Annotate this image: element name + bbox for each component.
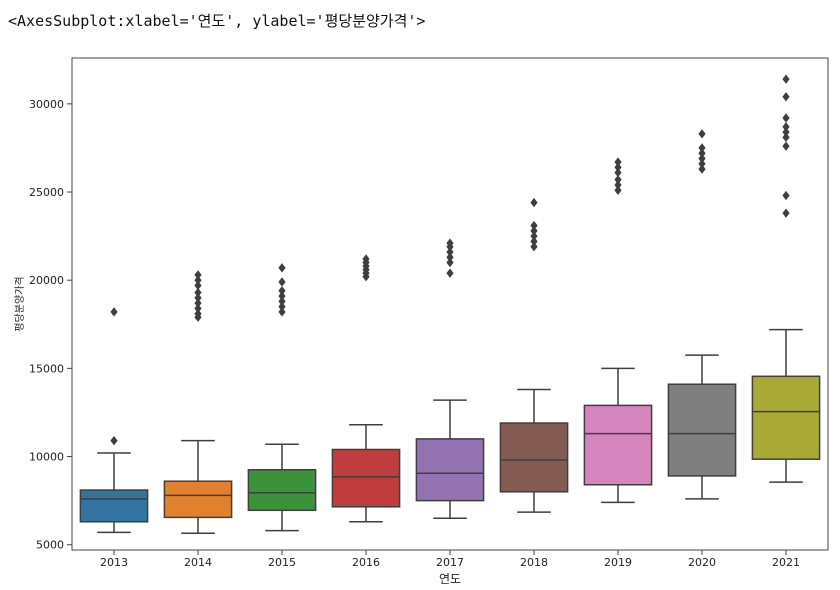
outlier-point <box>194 303 202 314</box>
x-tick-label: 2018 <box>520 556 548 569</box>
outlier-point <box>614 174 622 185</box>
box-iqr <box>415 438 485 502</box>
y-axis-label: 평당분양가격 <box>13 276 26 331</box>
x-tick-label: 2021 <box>772 556 800 569</box>
outlier-point <box>446 247 454 257</box>
box-group-2017 <box>415 238 485 520</box>
outlier-point <box>278 277 286 287</box>
outlier-point <box>782 208 790 218</box>
outlier-point <box>614 157 622 167</box>
outlier-point <box>110 307 118 317</box>
box-group-2016 <box>331 254 401 523</box>
x-tick-label: 2016 <box>352 556 380 569</box>
x-tick-label: 2013 <box>100 556 128 569</box>
box-series <box>79 74 821 534</box>
outlier-point <box>194 270 202 280</box>
outlier-point <box>194 293 202 303</box>
outlier-point <box>698 159 706 169</box>
outlier-point <box>278 291 286 301</box>
outlier-point <box>698 143 706 153</box>
outlier-point <box>530 231 538 241</box>
outlier-point <box>782 92 790 102</box>
outlier-point <box>782 127 790 137</box>
box-iqr <box>667 383 737 477</box>
box-group-2021 <box>751 74 821 483</box>
outlier-point <box>614 167 622 178</box>
outlier-point <box>278 263 286 273</box>
outlier-point <box>278 301 286 312</box>
y-axis: 5000 10000 15000 20000 25000 30000 <box>29 98 72 552</box>
y-tick-label: 15000 <box>29 362 64 375</box>
outlier-point <box>698 129 706 139</box>
outlier-point <box>782 190 790 201</box>
outlier-point <box>194 280 202 291</box>
box-group-2013 <box>79 307 149 534</box>
output-repr-text: <AxesSubplot:xlabel='연도', ylabel='평당분양가격… <box>8 12 426 30</box>
box-iqr <box>499 422 569 493</box>
x-axis-label: 연도 <box>439 572 461 586</box>
outlier-point <box>782 141 790 151</box>
outlier-point <box>782 113 790 123</box>
outlier-point <box>614 185 622 195</box>
y-tick-label: 10000 <box>29 451 64 464</box>
box-iqr <box>331 448 401 508</box>
outlier-point <box>278 286 286 296</box>
outlier-point <box>362 254 370 264</box>
outlier-point <box>278 307 286 317</box>
x-tick-label: 2014 <box>184 556 212 569</box>
box-iqr <box>247 469 317 512</box>
outlier-point <box>782 74 790 84</box>
x-tick-label: 2015 <box>268 556 296 569</box>
outlier-point <box>614 162 622 173</box>
box-group-2018 <box>499 197 569 513</box>
x-axis: 2013 2014 2015 2016 2017 2018 2019 2020 2021 <box>100 550 800 569</box>
outlier-point <box>110 435 118 446</box>
box-group-2019 <box>583 157 653 504</box>
outlier-point <box>530 236 538 247</box>
outlier-point <box>194 298 202 308</box>
outlier-point <box>446 252 454 262</box>
x-tick-label: 2020 <box>688 556 716 569</box>
y-tick-label: 25000 <box>29 186 64 199</box>
outlier-point <box>530 242 538 252</box>
outlier-point <box>446 257 454 268</box>
outlier-point <box>530 226 538 236</box>
box-group-2020 <box>667 129 737 500</box>
outlier-point <box>530 220 538 231</box>
box-iqr <box>79 489 149 523</box>
outlier-point <box>194 309 202 319</box>
y-tick-label: 5000 <box>36 539 64 552</box>
outlier-point <box>194 275 202 285</box>
outlier-point <box>698 148 706 158</box>
box-iqr <box>583 404 653 486</box>
y-tick-label: 30000 <box>29 98 64 111</box>
outlier-point <box>698 164 706 174</box>
outlier-point <box>446 238 454 248</box>
x-tick-label: 2017 <box>436 556 464 569</box>
outlier-point <box>782 132 790 143</box>
x-tick-label: 2019 <box>604 556 632 569</box>
outlier-point <box>446 268 454 278</box>
outlier-point <box>614 180 622 190</box>
outlier-point <box>530 197 538 208</box>
box-iqr <box>751 375 821 460</box>
outlier-point <box>278 296 286 307</box>
outlier-point <box>194 287 202 298</box>
outlier-point <box>782 122 790 132</box>
box-iqr <box>163 480 233 519</box>
outlier-point <box>698 153 706 164</box>
box-group-2014 <box>163 270 233 534</box>
y-tick-label: 20000 <box>29 274 64 287</box>
box-group-2015 <box>247 263 317 532</box>
